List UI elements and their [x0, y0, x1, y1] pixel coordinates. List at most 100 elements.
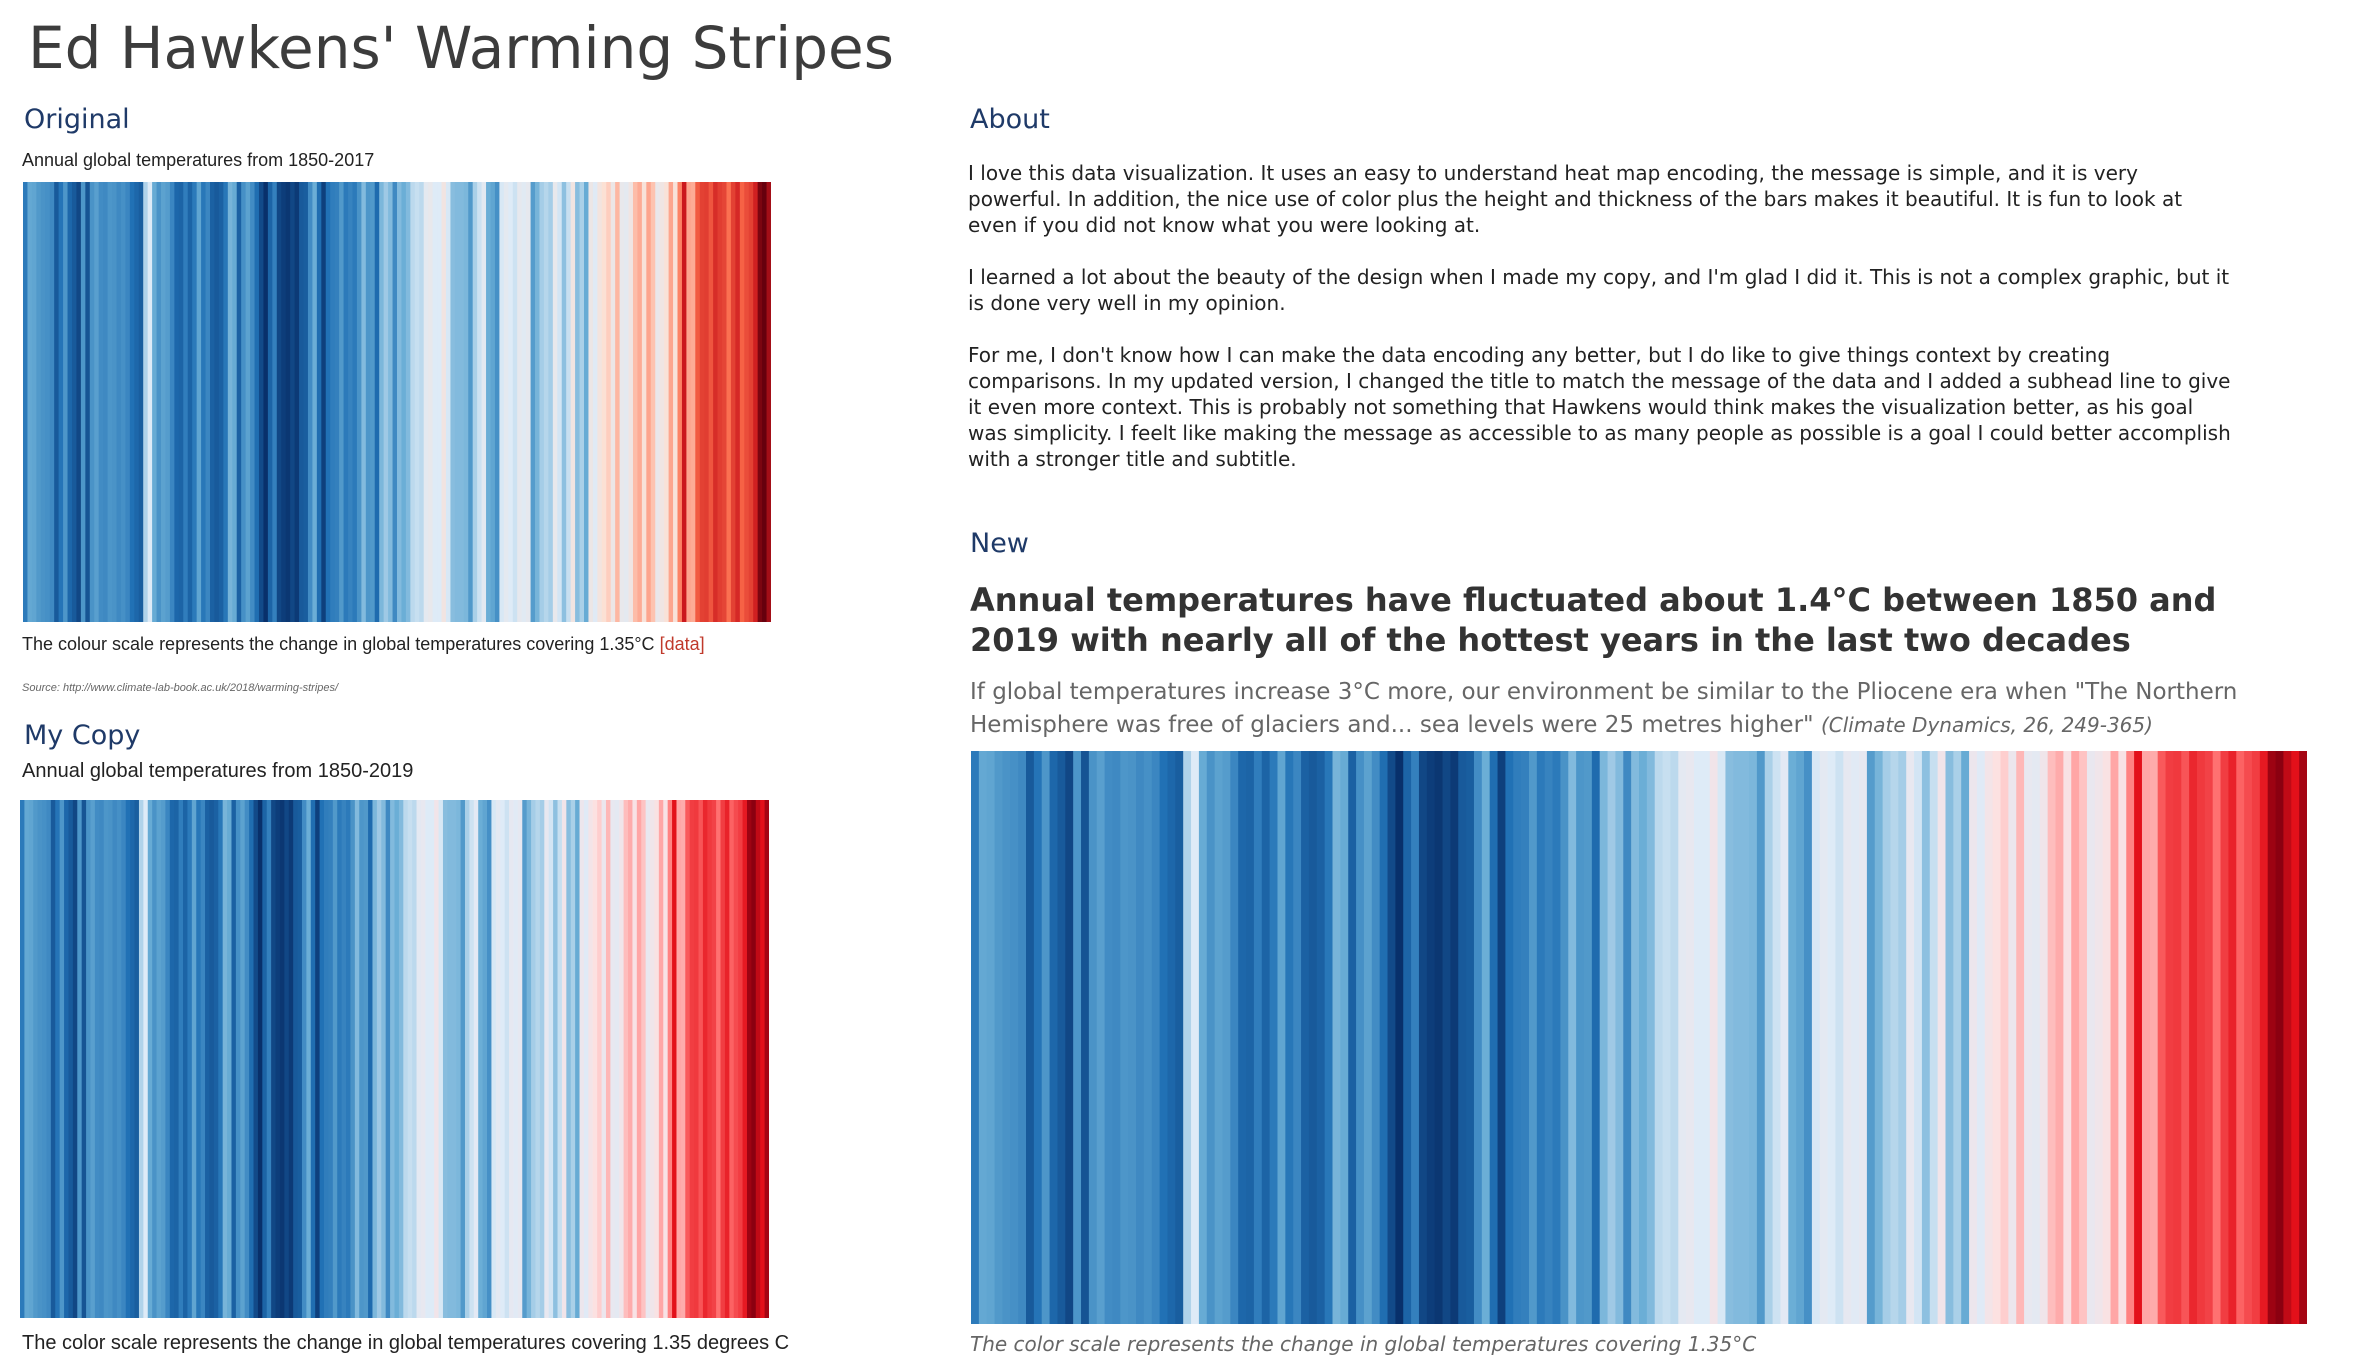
- stripe: [438, 800, 444, 1318]
- stripe: [428, 182, 434, 622]
- stripe: [751, 800, 757, 1318]
- stripe: [372, 800, 378, 1318]
- caption: The color scale represents the change in…: [970, 1332, 1757, 1356]
- stripe: [1639, 751, 1648, 1324]
- stripe: [398, 800, 404, 1318]
- stripe: [724, 800, 730, 1318]
- stripe: [2102, 751, 2112, 1324]
- stripe: [1686, 751, 1695, 1324]
- stripe: [2031, 751, 2041, 1324]
- stripe: [1662, 751, 1672, 1324]
- stripe: [619, 182, 625, 622]
- stripe: [531, 800, 537, 1318]
- stripe: [1348, 751, 1357, 1324]
- stripe: [1544, 751, 1554, 1324]
- stripe: [597, 182, 603, 622]
- stripe: [437, 182, 443, 622]
- stripe: [121, 800, 127, 1318]
- stripe: [1167, 751, 1176, 1324]
- stripe: [205, 182, 211, 622]
- stripe: [2275, 751, 2285, 1324]
- stripe: [478, 800, 484, 1318]
- stripe: [1301, 751, 1310, 1324]
- stripe: [1937, 751, 1947, 1324]
- stripe: [1136, 751, 1145, 1324]
- stripe: [760, 800, 766, 1318]
- stripe: [169, 800, 175, 1318]
- stripe: [49, 182, 55, 622]
- stripe: [420, 800, 426, 1318]
- stripe: [425, 800, 431, 1318]
- stripe: [1497, 751, 1506, 1324]
- stripe: [1057, 751, 1066, 1324]
- stripe: [504, 800, 510, 1318]
- stripe: [147, 800, 153, 1318]
- stripe: [112, 182, 118, 622]
- stripe: [717, 182, 723, 622]
- stripe: [138, 182, 144, 622]
- stripe: [636, 800, 642, 1318]
- stripe: [328, 800, 334, 1318]
- stripe: [543, 182, 549, 622]
- stripe: [218, 182, 224, 622]
- stripe: [464, 800, 470, 1318]
- stripe: [276, 182, 282, 622]
- stripe: [1473, 751, 1483, 1324]
- stripe: [36, 182, 42, 622]
- stripe: [174, 182, 180, 622]
- stripe: [2220, 751, 2230, 1324]
- stripe: [490, 182, 496, 622]
- stripe: [99, 800, 105, 1318]
- stripe: [397, 182, 403, 622]
- stripe: [1269, 751, 1279, 1324]
- stripe: [2086, 751, 2096, 1324]
- stripe: [2094, 751, 2104, 1324]
- stripe: [412, 800, 418, 1318]
- stripe: [672, 800, 678, 1318]
- stripe: [517, 182, 523, 622]
- stripe: [258, 182, 265, 622]
- stripe: [535, 182, 541, 622]
- stripe: [410, 182, 416, 622]
- stripe: [1143, 751, 1153, 1324]
- stripe: [381, 800, 387, 1318]
- stripe: [456, 800, 462, 1318]
- stripe: [1615, 751, 1624, 1324]
- stripe: [81, 800, 87, 1318]
- stripe: [720, 800, 726, 1318]
- stripe: [1128, 751, 1137, 1324]
- stripe: [23, 182, 29, 622]
- stripe: [730, 182, 736, 622]
- stripe: [112, 800, 118, 1318]
- stripe: [1804, 751, 1813, 1324]
- stripe: [548, 182, 554, 622]
- stripe: [1866, 751, 1876, 1324]
- source: Source: http://www.climate-lab-book.ac.u…: [22, 682, 339, 694]
- stripe: [664, 182, 670, 622]
- chart-title: Annual temperatures have fluctuated abou…: [970, 581, 2217, 659]
- stripe: [486, 182, 492, 622]
- stripe: [1175, 751, 1184, 1324]
- stripe: [1466, 751, 1475, 1324]
- stripe: [1356, 751, 1365, 1324]
- stripe: [1552, 751, 1562, 1324]
- stripe: [271, 800, 277, 1318]
- stripe: [103, 800, 109, 1318]
- stripe: [583, 800, 589, 1318]
- stripe: [1426, 751, 1436, 1324]
- stripe: [503, 182, 509, 622]
- stripe: [1583, 751, 1593, 1324]
- stripe: [297, 800, 303, 1318]
- stripe: [1709, 751, 1719, 1324]
- stripe: [699, 182, 705, 622]
- data-link[interactable]: [data]: [659, 634, 705, 654]
- stripe: [1741, 751, 1750, 1324]
- stripe: [535, 800, 541, 1318]
- stripe: [64, 800, 70, 1318]
- stripe: [134, 182, 140, 622]
- stripe: [279, 800, 285, 1318]
- stripe: [301, 800, 307, 1318]
- stripe: [2267, 751, 2277, 1324]
- stripe: [232, 182, 238, 622]
- stripe: [160, 800, 166, 1318]
